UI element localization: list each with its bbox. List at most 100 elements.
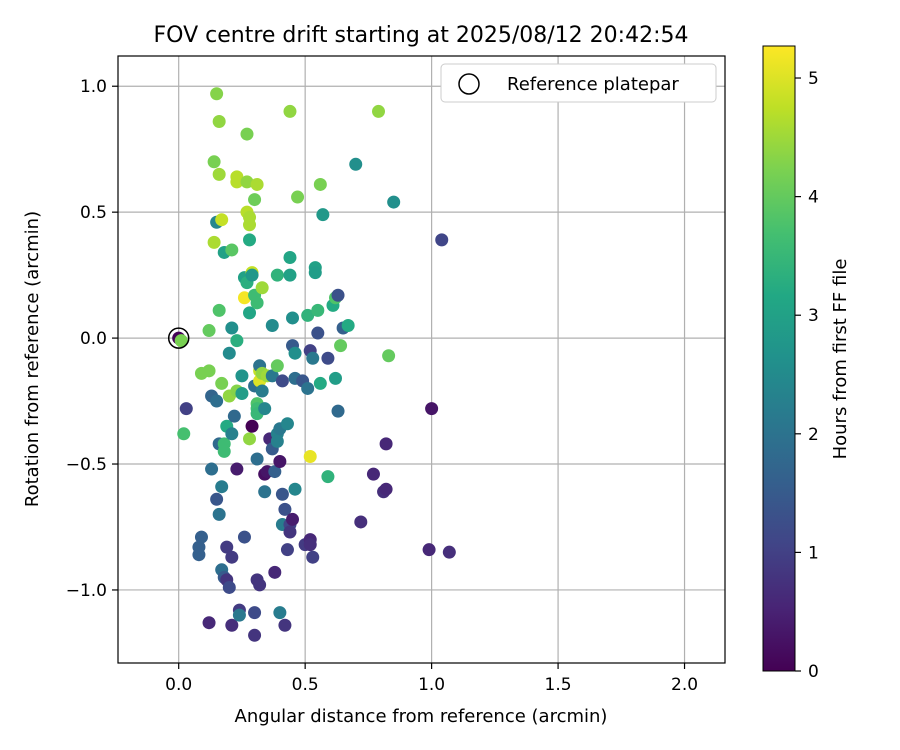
data-point — [387, 195, 401, 209]
colorbar-gradient — [762, 45, 796, 672]
data-point — [316, 208, 330, 222]
legend-box — [440, 63, 717, 103]
data-point — [212, 167, 226, 181]
data-point — [291, 190, 305, 204]
data-point — [248, 628, 262, 642]
y-tick-label: −0.5 — [66, 455, 107, 475]
data-point — [230, 334, 244, 348]
data-points — [167, 87, 456, 642]
reference-marker-icon — [458, 73, 480, 95]
data-point — [270, 359, 284, 373]
data-point — [283, 268, 297, 282]
data-point — [273, 455, 287, 469]
colorbar-tick-label: 0 — [808, 662, 819, 682]
data-point — [435, 233, 449, 247]
data-point — [382, 349, 396, 363]
data-point — [270, 434, 284, 448]
data-point — [349, 157, 363, 171]
data-point — [301, 308, 315, 322]
data-point — [215, 480, 229, 494]
data-point — [379, 482, 393, 496]
x-tick-label: 1.0 — [418, 675, 445, 695]
x-tick-label: 2.0 — [671, 675, 698, 695]
data-point — [366, 467, 380, 481]
y-tick-label: −1.0 — [66, 581, 107, 601]
data-point — [331, 404, 345, 418]
data-point — [265, 318, 279, 332]
data-point — [202, 616, 216, 630]
data-point — [237, 530, 251, 544]
data-point — [230, 462, 244, 476]
data-point — [232, 608, 246, 622]
data-point — [341, 318, 355, 332]
data-point — [240, 127, 254, 141]
data-point — [313, 376, 327, 390]
data-point — [268, 465, 282, 479]
data-point — [283, 104, 297, 118]
data-point — [177, 427, 191, 441]
data-point — [306, 550, 320, 564]
data-point — [278, 502, 292, 516]
data-point — [225, 321, 239, 335]
data-point — [210, 394, 224, 408]
data-point — [334, 339, 348, 353]
data-point — [243, 210, 257, 224]
data-point — [202, 364, 216, 378]
colorbar-ticks: 0 1 2 3 4 5 — [795, 69, 819, 682]
data-point — [280, 417, 294, 431]
data-point — [306, 351, 320, 365]
data-point — [250, 177, 264, 191]
data-point — [210, 492, 224, 506]
data-point — [243, 233, 257, 247]
data-point — [212, 303, 226, 317]
colorbar-label: Hours from first FF file — [830, 259, 851, 460]
data-point — [283, 525, 297, 539]
data-point — [194, 530, 208, 544]
data-point — [235, 387, 249, 401]
data-point — [372, 104, 386, 118]
data-point — [331, 288, 345, 302]
data-point — [248, 606, 262, 620]
data-point — [255, 281, 269, 295]
data-point — [179, 402, 193, 416]
data-point — [303, 538, 317, 552]
data-point — [225, 618, 239, 632]
plot-frame — [117, 55, 726, 664]
colorbar-tick-label: 1 — [808, 543, 819, 563]
data-point — [237, 291, 251, 305]
data-point — [258, 485, 272, 499]
data-point — [303, 449, 317, 463]
data-point — [422, 543, 436, 557]
data-point — [215, 213, 229, 227]
data-point — [278, 618, 292, 632]
chart-title: FOV centre drift starting at 2025/08/12 … — [154, 23, 689, 48]
x-tick-label: 0.5 — [292, 675, 319, 695]
data-point — [248, 193, 262, 207]
data-point — [225, 243, 239, 257]
colorbar: 0 1 2 3 4 5 Hours from first FF file — [762, 45, 851, 682]
y-tick-label: 0.0 — [80, 329, 107, 349]
y-axis-ticks: −1.0 −0.5 0.0 0.5 1.0 — [66, 77, 118, 601]
data-point — [275, 487, 289, 501]
data-point — [250, 296, 264, 310]
data-point — [313, 177, 327, 191]
data-point — [283, 250, 297, 264]
data-point — [280, 543, 294, 557]
colorbar-tick-label: 4 — [808, 188, 819, 208]
legend-label: Reference platepar — [507, 74, 679, 95]
data-point — [270, 268, 284, 282]
data-point — [288, 482, 302, 496]
data-point — [308, 266, 322, 280]
data-point — [275, 374, 289, 388]
data-point — [329, 371, 343, 385]
data-point — [311, 326, 325, 340]
reference-platepar-marker — [167, 327, 190, 349]
data-point — [354, 515, 368, 529]
data-point — [258, 402, 272, 416]
data-point — [174, 334, 188, 348]
data-point — [192, 540, 206, 554]
data-point — [255, 384, 269, 398]
y-axis-label: Rotation from reference (arcmin) — [22, 211, 43, 507]
data-point — [379, 437, 393, 451]
